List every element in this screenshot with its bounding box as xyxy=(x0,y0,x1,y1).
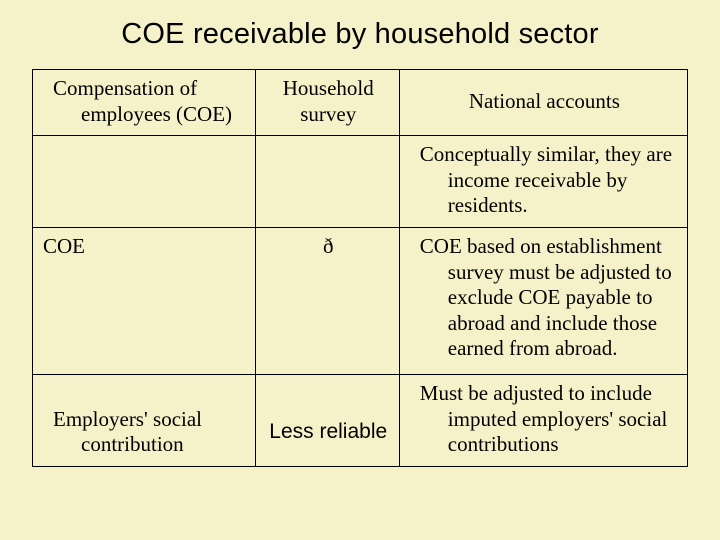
cell-r1-c3: Conceptually similar, they are income re… xyxy=(399,136,687,228)
cell-r2-c1: COE xyxy=(33,228,256,375)
header-col1-label: Compensation of employees (COE) xyxy=(43,76,247,127)
table-row: COE ð COE based on establishment survey … xyxy=(33,228,688,375)
header-col1: Compensation of employees (COE) xyxy=(33,70,256,136)
table-row: Employers' social contribution Less reli… xyxy=(33,375,688,467)
coe-table: Compensation of employees (COE) Househol… xyxy=(32,69,688,467)
header-col2: Household survey xyxy=(255,70,399,136)
table-row: Conceptually similar, they are income re… xyxy=(33,136,688,228)
cell-r2-c3: COE based on establishment survey must b… xyxy=(399,228,687,375)
header-col3: National accounts xyxy=(399,70,687,136)
cell-r2-c2: ð xyxy=(255,228,399,375)
cell-r2-c3-text: COE based on establishment survey must b… xyxy=(410,234,679,362)
page-title: COE receivable by household sector xyxy=(32,18,688,51)
cell-r3-c1: Employers' social contribution xyxy=(33,375,256,467)
cell-r1-c3-text: Conceptually similar, they are income re… xyxy=(410,142,679,219)
cell-r3-c1-text: Employers' social contribution xyxy=(43,407,247,458)
cell-r3-c2: Less reliable xyxy=(255,375,399,467)
cell-r3-c3: Must be adjusted to include imputed empl… xyxy=(399,375,687,467)
cell-r1-c2 xyxy=(255,136,399,228)
table-header-row: Compensation of employees (COE) Househol… xyxy=(33,70,688,136)
cell-r1-c1 xyxy=(33,136,256,228)
cell-r3-c3-text: Must be adjusted to include imputed empl… xyxy=(410,381,679,458)
